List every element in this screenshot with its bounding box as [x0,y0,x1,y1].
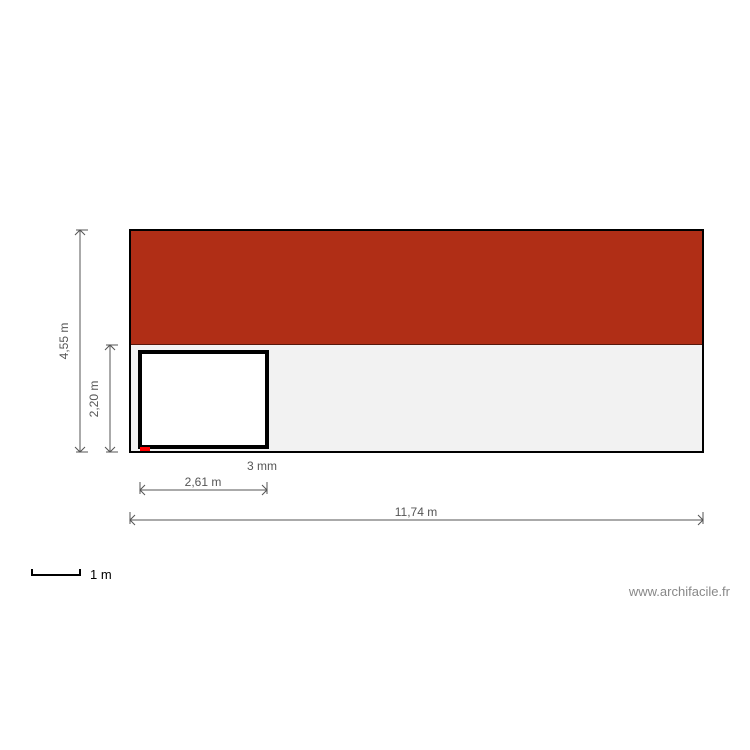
dimension-width-261: 2,61 m [140,475,267,495]
dimension-height-220: 2,20 m [87,345,118,452]
svg-text:4,55 m: 4,55 m [57,323,71,360]
dimension-label-3mm: 3 mm [247,459,277,473]
svg-text:2,61 m: 2,61 m [185,475,222,489]
roof-band [130,230,703,345]
scale-label: 1 m [90,567,112,582]
dimension-height-455: 4,55 m [57,230,88,452]
door-marker [140,447,150,451]
floor-plan-diagram: 4,55 m 2,20 m 2,61 m 3 mm 11,74 m 1 m ww… [0,0,750,750]
watermark: www.archifacile.fr [628,584,731,599]
inner-room [140,352,267,447]
scale-bar [32,569,80,576]
dimension-width-1174: 11,74 m [130,505,703,525]
svg-text:11,74 m: 11,74 m [395,505,437,519]
svg-text:2,20 m: 2,20 m [87,381,101,418]
